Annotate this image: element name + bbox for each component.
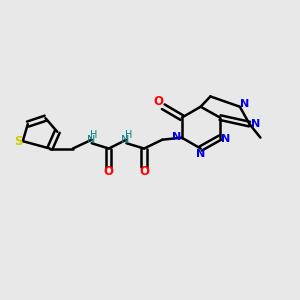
Text: N: N — [251, 119, 261, 129]
Text: H: H — [125, 130, 133, 140]
Text: N: N — [87, 135, 95, 145]
Text: O: O — [154, 95, 164, 108]
Text: N: N — [241, 99, 250, 109]
Text: N: N — [172, 132, 181, 142]
Text: H: H — [90, 130, 98, 140]
Text: O: O — [104, 165, 114, 178]
Text: O: O — [139, 165, 149, 178]
Text: N: N — [196, 149, 205, 159]
Text: N: N — [221, 134, 230, 143]
Text: N: N — [122, 135, 130, 145]
Text: S: S — [14, 135, 23, 148]
